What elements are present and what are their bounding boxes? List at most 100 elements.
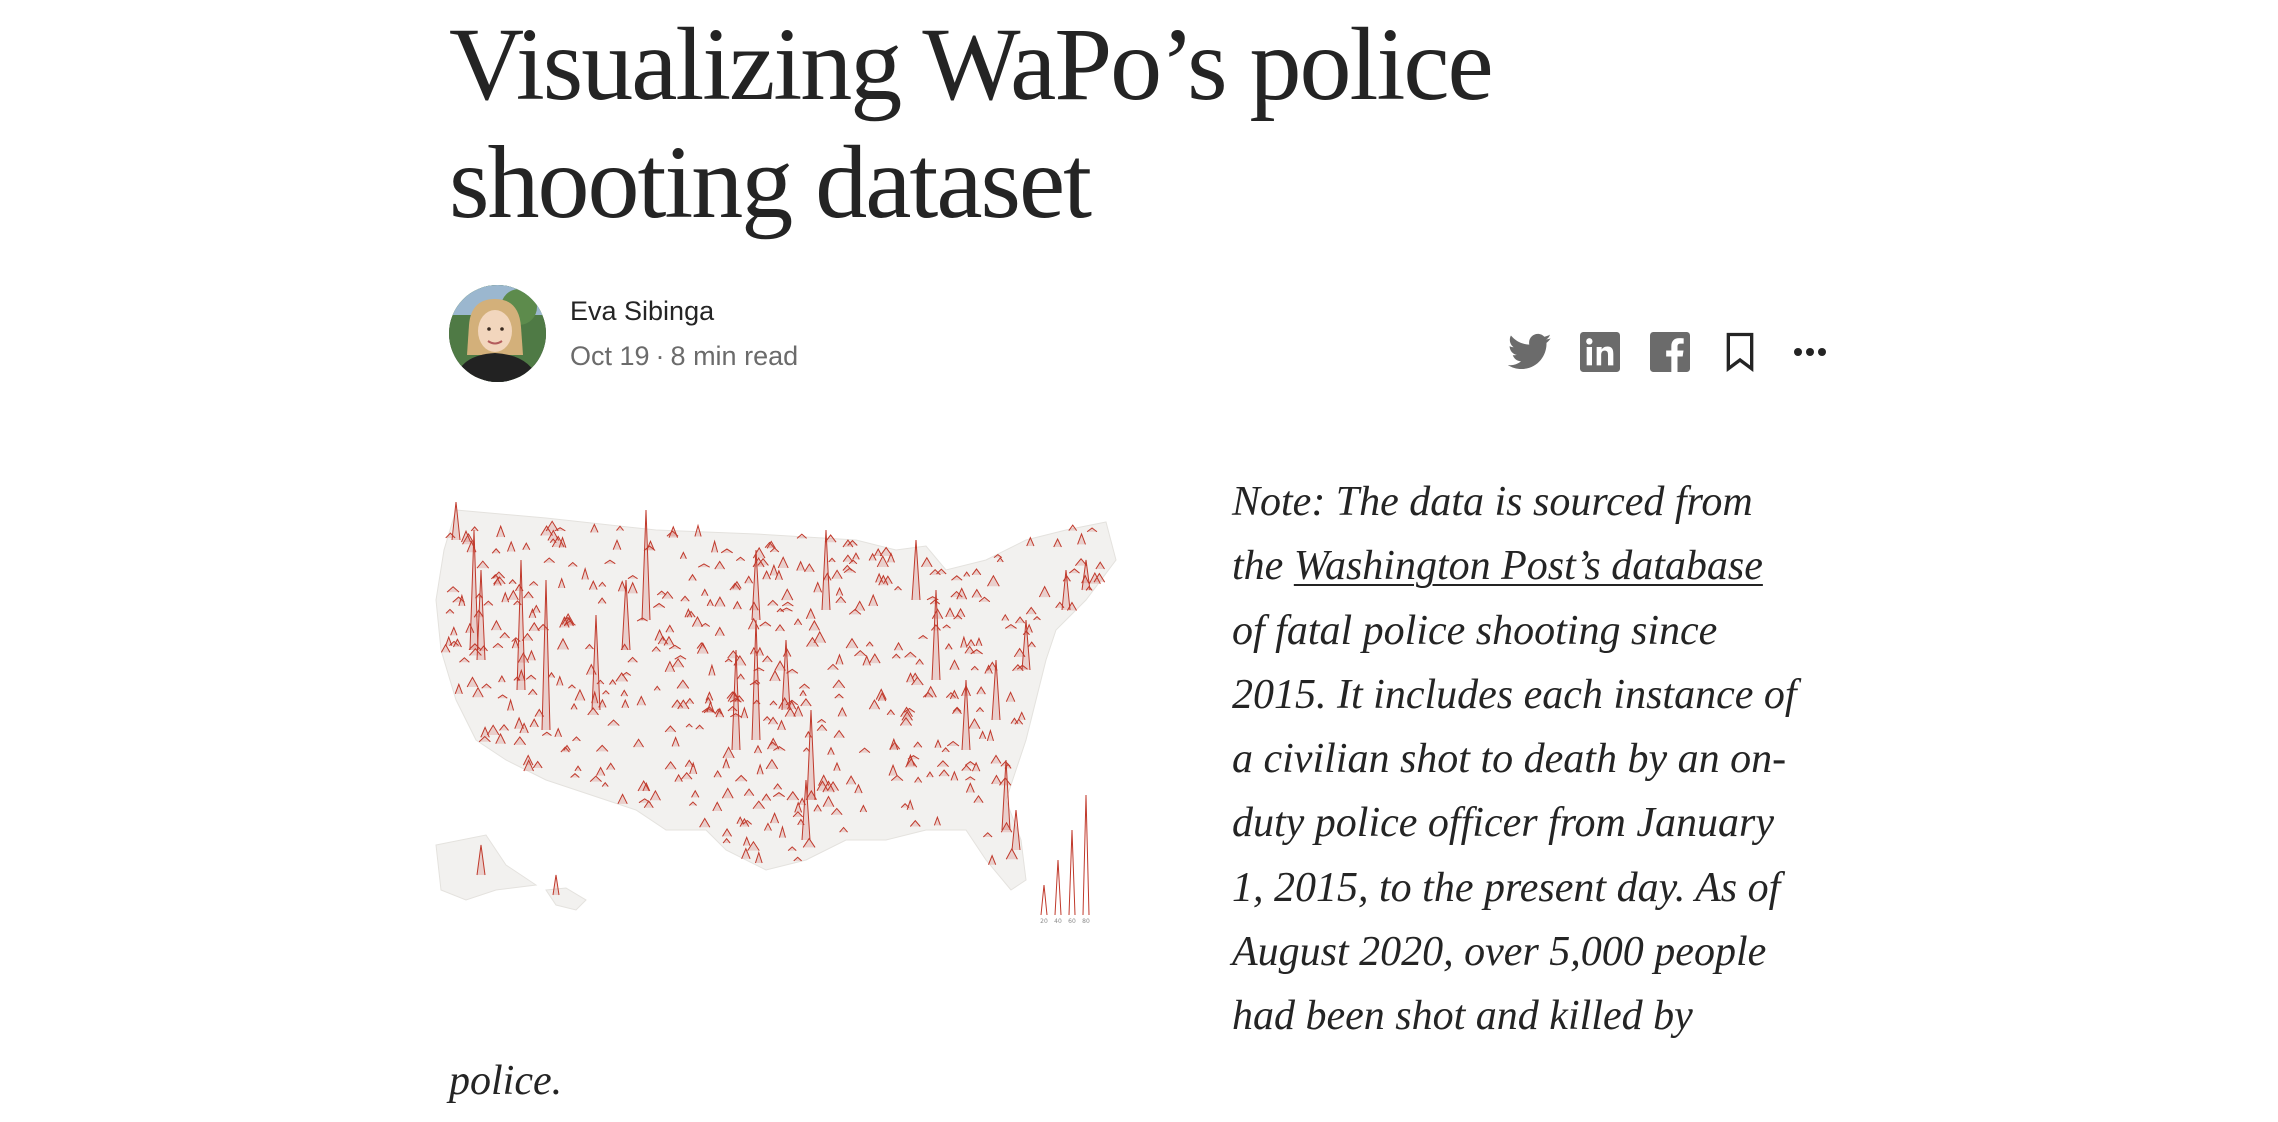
spike-mark [991,774,1002,785]
note-line-3: of fatal police shooting since [1232,607,1718,654]
spike-mark [950,590,963,598]
author-name[interactable]: Eva Sibinga [570,296,715,326]
spike-mark [684,608,693,618]
spike-mark [793,856,802,862]
spike-mark [888,763,898,776]
spike-mark [492,642,504,649]
washington-post-database-link[interactable]: Washington Post’s database [1293,543,1763,590]
spike-mark [769,700,778,706]
spike-mark [1081,559,1091,591]
spike-mark [638,798,651,804]
spike-mark [796,533,807,539]
spike-mark [743,788,755,797]
spike-mark [822,780,835,793]
spike-mark [621,579,631,651]
spike-mark [775,624,785,632]
spike-mark [845,775,857,785]
spike-mark [1095,561,1105,570]
twitter-share-button[interactable] [1507,329,1553,375]
spike-mark [514,716,524,729]
spike-mark [528,621,540,632]
spike-mark [729,582,741,591]
spike-mark [701,588,709,596]
bookmark-icon [1726,332,1754,372]
article-title: Visualizing WaPo’s police shooting datas… [449,6,1649,242]
spike-mark [601,781,609,787]
spike-mark [508,579,517,585]
spike-mark [911,676,924,686]
spike-mark [554,527,566,532]
spike-mark [627,656,638,663]
spike-mark [680,771,693,780]
spike-mark [964,761,976,766]
spike-mark [736,673,745,680]
spike-mark [671,736,680,747]
spike-mark [835,653,844,665]
spike-mark [759,621,772,627]
spike-mark [653,685,661,691]
spike-mark [563,616,574,627]
spike-mark [637,780,650,792]
spike-mark [752,800,765,810]
spike-mark [486,724,500,736]
spike-mark [889,737,899,751]
spike-mark [747,840,760,851]
spike-mark [971,761,981,772]
spike-mark [832,679,846,689]
facebook-share-button[interactable] [1647,329,1693,375]
spike-mark [859,804,868,813]
spike-mark [483,600,494,606]
spike-mark [722,837,731,844]
spike-mark [664,660,676,673]
spike-mark [955,607,966,618]
spike-mark [1001,759,1011,831]
spike-mark [868,699,881,710]
spike-mark [472,686,484,698]
spike-mark [978,596,991,603]
spike-mark [965,782,975,793]
spike-mark [986,728,994,742]
spike-mark [451,501,461,541]
spike-mark [786,790,800,801]
author-avatar[interactable] [449,285,546,382]
spike-mark [901,710,913,721]
spike-mark [664,725,677,733]
spike-mark [714,626,725,637]
spike-mark [913,741,923,748]
spike-mark [777,556,789,569]
spike-mark [868,593,879,607]
spike-mark [677,699,690,710]
spike-mark [735,774,748,782]
linkedin-share-button[interactable] [1577,329,1623,375]
spike-mark [781,601,794,607]
spike-mark [953,614,963,620]
note-line-6: duty police officer from January [1232,800,1774,847]
spike-mark [498,675,506,683]
spike-mark [529,580,539,586]
spike-mark [679,551,687,559]
spike-mark [753,744,762,754]
spike-mark [1004,623,1017,629]
spike-mark [449,640,459,646]
spike-mark [827,663,839,671]
spike-mark [554,727,562,737]
spike-mark [720,548,733,554]
spike-mark [570,773,580,778]
note-line-2-prefix: the [1232,543,1294,590]
spike-mark [491,619,502,631]
spike-mark [945,607,955,618]
spike-mark [656,590,667,596]
spike-mark [996,557,1004,563]
spike-mark [499,724,509,731]
spike-mark [612,539,622,550]
note-line-2: the Washington Post’s database [449,534,1829,598]
spike-mark [786,668,799,674]
spike-mark [936,760,949,768]
spike-mark [651,646,661,652]
spike-mark [842,554,854,562]
spike-mark [751,549,761,621]
bookmark-button[interactable] [1717,329,1763,375]
more-options-button[interactable] [1787,329,1833,375]
spike-mark [458,593,466,607]
spike-mark [987,854,997,865]
